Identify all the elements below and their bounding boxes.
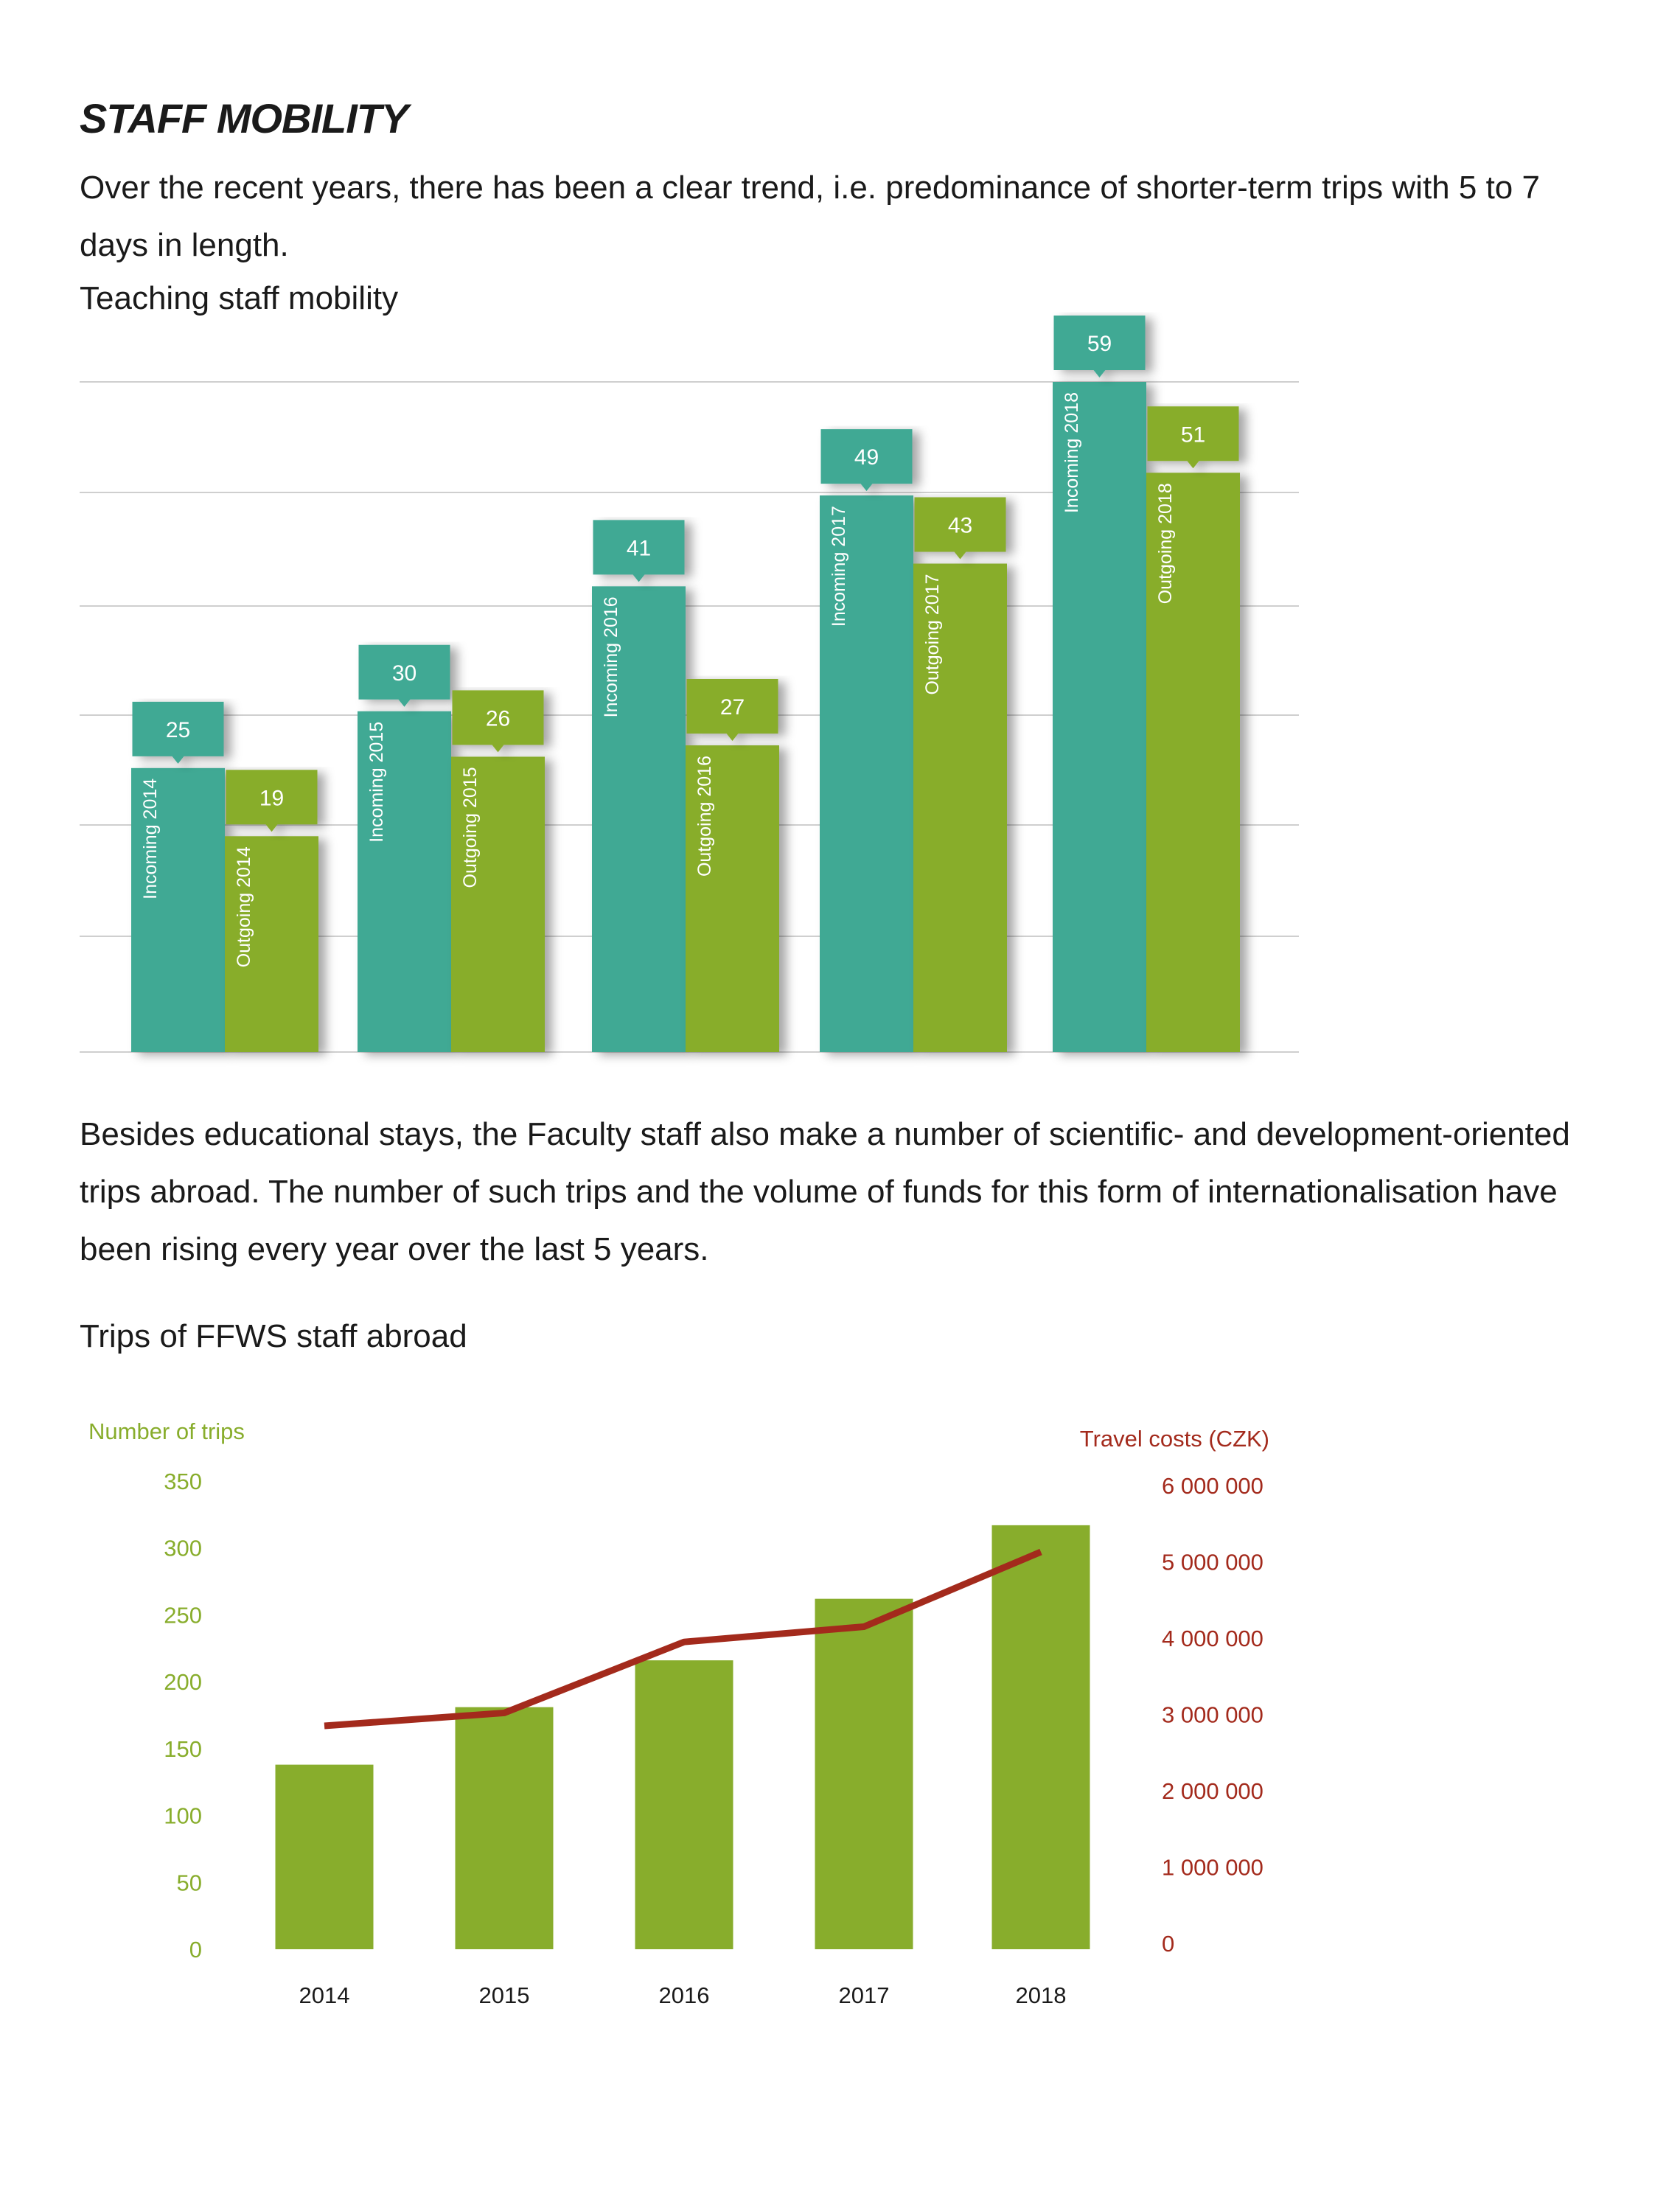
outgoing-bar-group: Outgoing 2015 26 bbox=[451, 690, 545, 1052]
incoming-bar bbox=[820, 495, 913, 1052]
incoming-bar bbox=[1053, 382, 1146, 1052]
left-tick-label: 0 bbox=[189, 1937, 202, 1963]
outgoing-bar bbox=[913, 563, 1007, 1052]
category-label: 2018 bbox=[1016, 1982, 1067, 2008]
value-callout bbox=[358, 644, 450, 707]
value-callout bbox=[914, 497, 1006, 560]
data-label: 59 bbox=[1087, 332, 1112, 356]
incoming-bar-group: Incoming 2015 30 bbox=[358, 644, 451, 1052]
value-callout bbox=[820, 429, 913, 492]
incoming-bar-group: Incoming 2017 49 bbox=[820, 429, 913, 1052]
page-title: STAFF MOBILITY bbox=[80, 95, 408, 142]
bar-series-label: Outgoing 2018 bbox=[1155, 483, 1176, 604]
trips-bar bbox=[275, 1764, 374, 1949]
outgoing-bar-group: Outgoing 2014 19 bbox=[225, 770, 318, 1052]
bar-series-label: Incoming 2018 bbox=[1062, 392, 1082, 513]
trips-bar bbox=[991, 1525, 1090, 1949]
value-callout bbox=[593, 520, 685, 582]
bar-series-label: Incoming 2016 bbox=[601, 596, 621, 717]
trips-bar bbox=[455, 1707, 554, 1949]
left-tick-label: 250 bbox=[164, 1602, 202, 1628]
right-tick-label: 6 000 000 bbox=[1162, 1473, 1264, 1499]
value-callout bbox=[452, 690, 544, 753]
outgoing-bar-group: Outgoing 2017 43 bbox=[913, 497, 1007, 1052]
data-label: 43 bbox=[948, 514, 972, 538]
data-label: 27 bbox=[720, 695, 745, 720]
bar-series-label: Outgoing 2016 bbox=[694, 756, 715, 877]
incoming-bar bbox=[131, 767, 225, 1052]
right-tick-label: 5 000 000 bbox=[1162, 1550, 1264, 1575]
outgoing-bar-group: Outgoing 2018 51 bbox=[1146, 406, 1240, 1052]
incoming-bar-group: Incoming 2016 41 bbox=[592, 520, 686, 1052]
right-axis-title: Travel costs (CZK) bbox=[1080, 1426, 1269, 1452]
outgoing-bar-group: Outgoing 2016 27 bbox=[686, 679, 779, 1052]
incoming-bar bbox=[358, 711, 451, 1052]
data-label: 19 bbox=[259, 786, 284, 810]
incoming-bar-group: Incoming 2014 25 bbox=[131, 701, 225, 1052]
value-callout bbox=[1147, 406, 1239, 469]
outgoing-bar bbox=[1146, 473, 1240, 1052]
left-tick-label: 200 bbox=[164, 1669, 202, 1695]
left-tick-label: 150 bbox=[164, 1736, 202, 1762]
data-label: 30 bbox=[392, 661, 416, 686]
left-tick-label: 350 bbox=[164, 1469, 202, 1494]
bar-series-label: Outgoing 2015 bbox=[460, 767, 481, 888]
trips-bar bbox=[635, 1660, 733, 1949]
left-tick-label: 300 bbox=[164, 1536, 202, 1561]
data-label: 51 bbox=[1181, 422, 1205, 447]
data-label: 26 bbox=[486, 706, 510, 731]
category-label: 2014 bbox=[299, 1982, 350, 2008]
left-axis-title: Number of trips bbox=[88, 1418, 245, 1444]
value-callout bbox=[226, 770, 318, 832]
intro-paragraph: Over the recent years, there has been a … bbox=[80, 170, 1540, 263]
value-callout bbox=[686, 679, 778, 742]
right-tick-label: 2 000 000 bbox=[1162, 1778, 1264, 1804]
right-tick-label: 1 000 000 bbox=[1162, 1855, 1264, 1881]
category-label: 2015 bbox=[479, 1982, 530, 2008]
left-tick-label: 50 bbox=[177, 1870, 202, 1895]
left-tick-label: 100 bbox=[164, 1803, 202, 1829]
outgoing-bar bbox=[451, 756, 545, 1052]
incoming-bar-group: Incoming 2018 59 bbox=[1053, 316, 1146, 1052]
chart2-title: Trips of FFWS staff abroad bbox=[80, 1318, 467, 1354]
bar-series-label: Incoming 2015 bbox=[366, 722, 387, 843]
right-tick-label: 0 bbox=[1162, 1931, 1174, 1957]
outgoing-bar bbox=[686, 745, 779, 1052]
category-label: 2017 bbox=[839, 1982, 890, 2008]
bar-series-label: Incoming 2014 bbox=[140, 779, 161, 899]
right-tick-label: 3 000 000 bbox=[1162, 1702, 1264, 1728]
travel-costs-line bbox=[324, 1548, 1042, 1730]
data-label: 49 bbox=[854, 445, 879, 470]
right-tick-label: 4 000 000 bbox=[1162, 1626, 1264, 1651]
incoming-bar bbox=[592, 586, 686, 1052]
bar-series-label: Outgoing 2014 bbox=[234, 846, 254, 967]
category-label: 2016 bbox=[659, 1982, 710, 2008]
bar-series-label: Incoming 2017 bbox=[829, 506, 849, 627]
value-callout bbox=[132, 701, 224, 764]
data-label: 41 bbox=[627, 536, 651, 560]
trips-bar bbox=[815, 1598, 913, 1949]
bar-series-label: Outgoing 2017 bbox=[922, 574, 943, 695]
data-label: 25 bbox=[166, 718, 190, 742]
value-callout bbox=[1053, 316, 1146, 377]
outgoing-bar bbox=[225, 836, 318, 1052]
trips-paragraph: Besides educational stays, the Faculty s… bbox=[80, 1116, 1570, 1267]
chart1-title: Teaching staff mobility bbox=[80, 280, 399, 316]
